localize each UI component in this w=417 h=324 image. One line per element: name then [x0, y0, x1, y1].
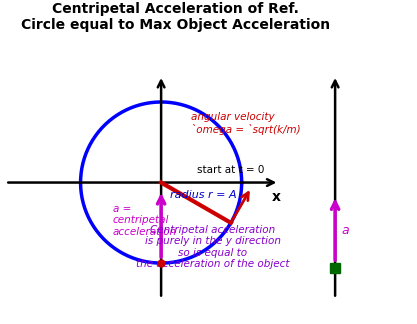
Text: Centripetal Acceleration of Ref.
Circle equal to Max Object Acceleration: Centripetal Acceleration of Ref. Circle … — [20, 2, 330, 32]
Text: radius r = A: radius r = A — [170, 191, 236, 201]
Text: x: x — [271, 190, 281, 204]
Bar — [330, 263, 341, 273]
Text: Centripetal acceleration
is purely in the y direction
so is equal to
the acceler: Centripetal acceleration is purely in th… — [136, 225, 289, 269]
Text: a: a — [342, 225, 349, 237]
Text: a =
centripetal
acceleration: a = centripetal acceleration — [113, 203, 177, 237]
Text: angular velocity
`omega = `sqrt(k/m): angular velocity `omega = `sqrt(k/m) — [191, 112, 301, 135]
Text: start at t = 0: start at t = 0 — [197, 165, 265, 175]
